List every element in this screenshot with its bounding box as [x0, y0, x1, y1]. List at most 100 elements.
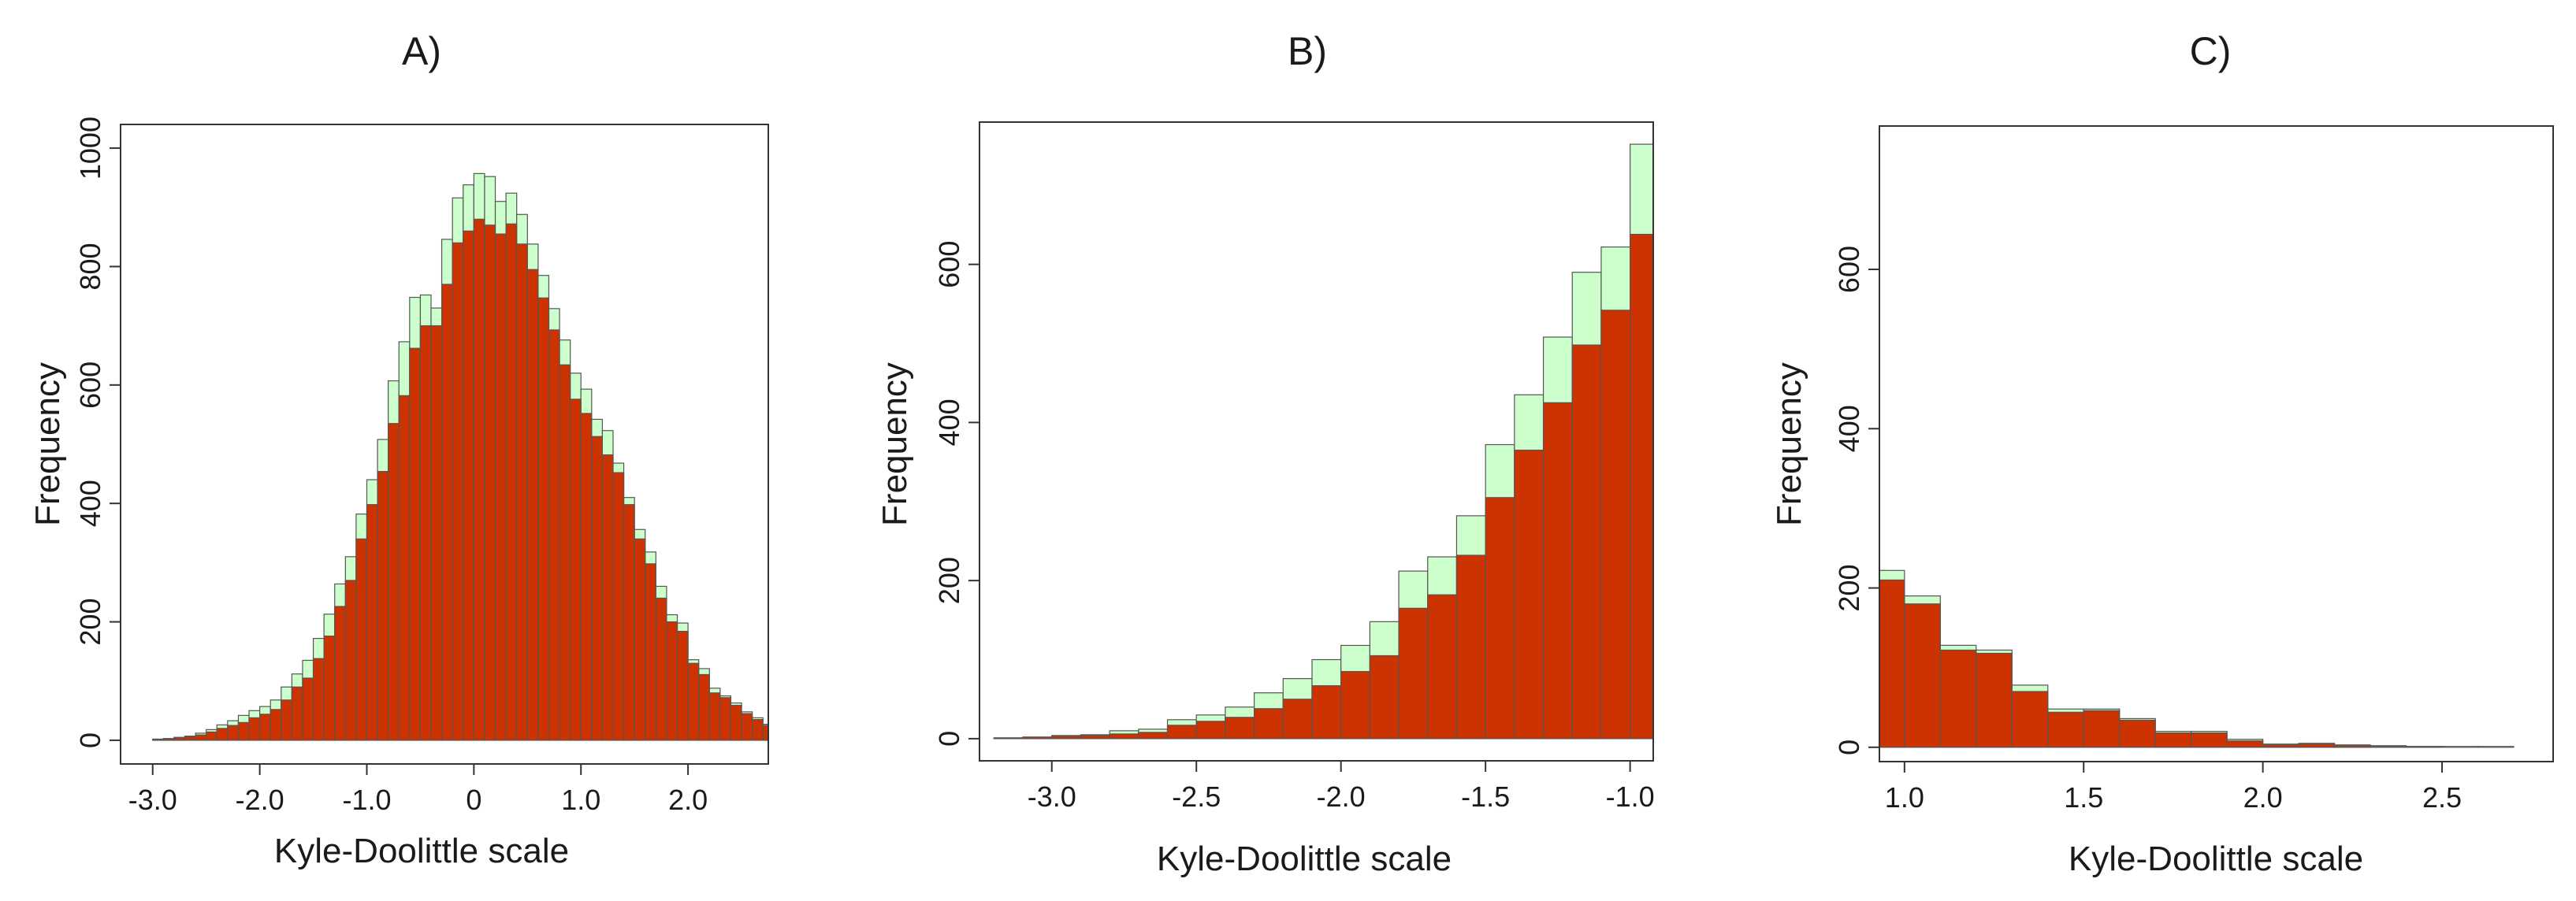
- panel-a-foreground-bar: [719, 697, 732, 741]
- panel-a-xtick-label: 0: [466, 784, 481, 816]
- panel-a: A) -3.0 -2.0 -1.0 0 1.0 2.002004006008001000 …: [28, 29, 838, 870]
- panel-c-plot-frame: [1879, 125, 2554, 762]
- panel-b-ytick-label: 0: [933, 731, 965, 747]
- panel-c-foreground-bar: [2011, 691, 2049, 748]
- panel-a-foreground-bar: [516, 243, 528, 741]
- panel-a-foreground-bar: [708, 692, 721, 741]
- panel-b-foreground-bar: [1514, 449, 1544, 740]
- panel-a-foreground-bar: [195, 734, 207, 741]
- panel-a-foreground-bar: [206, 731, 217, 741]
- panel-c-foreground-bar: [1904, 603, 1941, 748]
- panel-b-foreground-bar: [1340, 670, 1370, 740]
- panel-a-foreground-bar: [570, 399, 582, 741]
- panel-a-background-bar: [827, 739, 838, 740]
- panel-a-foreground-bar: [259, 714, 271, 741]
- panel-a-foreground-bar: [409, 347, 422, 741]
- panel-a-ylabel: Frequency: [28, 362, 67, 526]
- panel-a-ytick-label: 200: [74, 599, 106, 646]
- panel-b-foreground-bar: [1630, 233, 1653, 740]
- panel-a-foreground-bar: [473, 218, 485, 741]
- panel-a-foreground-bar: [344, 580, 357, 741]
- panel-a-foreground-bar: [537, 297, 550, 741]
- panel-b-foreground-bar: [1109, 733, 1139, 740]
- panel-a-foreground-bar: [388, 423, 400, 741]
- panel-a-foreground-bar: [634, 538, 646, 741]
- panel-a-foreground-bar: [281, 699, 292, 741]
- panel-a-foreground-bar: [623, 504, 635, 741]
- panel-a-foreground-bar: [580, 413, 593, 741]
- panel-c-foreground-bar: [2119, 719, 2156, 748]
- panel-a-axes: -3.0 -2.0 -1.0 0 1.0 2.0 0 200 400 600 800 1000: [74, 117, 708, 816]
- panel-a-foreground-bar: [216, 728, 229, 741]
- panel-b-foreground-bar: [1080, 735, 1110, 740]
- panel-b-foreground-bar: [1542, 402, 1573, 740]
- panel-a-foreground-bar: [398, 395, 411, 741]
- panel-b-foreground-bar: [1571, 344, 1602, 740]
- panel-a-foreground-bar: [505, 223, 518, 741]
- panel-c-foreground-bar: [1879, 579, 1905, 748]
- panel-a-foreground-bar: [312, 658, 325, 741]
- panel-a-foreground-bar: [484, 224, 496, 741]
- panel-c-xlabel: Kyle-Doolittle scale: [2069, 840, 2363, 878]
- panel-a-foreground-bar: [645, 563, 656, 741]
- panel-a-xtick-label: -2.0: [236, 784, 284, 816]
- panel-c-foreground-bar: [2333, 745, 2371, 748]
- panel-b-xtick-label: -2.0: [1317, 780, 1366, 813]
- panel-b-xlabel: Kyle-Doolittle scale: [1157, 840, 1452, 878]
- panel-a-plot-frame: [120, 124, 769, 765]
- panel-a-label: A): [402, 29, 441, 73]
- panel-b-foreground-bar: [1138, 732, 1169, 740]
- panel-b-ytick-label: 200: [933, 557, 965, 604]
- panel-c-foreground-bar: [1976, 652, 2013, 748]
- panel-c-foreground-bar: [2154, 732, 2192, 748]
- panel-b-xtick-label: -1.0: [1606, 780, 1655, 813]
- panel-a-foreground-bar: [355, 538, 368, 741]
- panel-a-foreground-bar: [269, 709, 282, 741]
- panel-a-foreground-bar: [377, 470, 389, 741]
- panel-c-xtick-label: 2.5: [2422, 781, 2462, 814]
- panel-c-xtick-label: 2.0: [2243, 781, 2283, 814]
- panel-a-foreground-bar: [302, 677, 314, 741]
- panel-a-xlabel: Kyle-Doolittle scale: [274, 832, 569, 870]
- panel-a-ytick-label: 400: [74, 480, 106, 527]
- panel-a-foreground-bar: [816, 739, 827, 740]
- panel-a-foreground-bar: [591, 436, 604, 741]
- panel-a-foreground-bar: [601, 454, 614, 741]
- panel-b-foreground-bar: [1225, 717, 1255, 740]
- panel-b-bars: [993, 143, 1653, 740]
- panel-a-foreground-bar: [430, 325, 443, 741]
- panel-b-ytick-label: 600: [933, 241, 965, 288]
- panel-a-foreground-bar: [184, 736, 196, 741]
- panel-a-background-bar: [784, 733, 795, 740]
- panel-b-foreground-bar: [1369, 654, 1400, 740]
- panel-a-foreground-bar: [655, 597, 667, 741]
- panel-b-foreground-bar: [1485, 497, 1515, 740]
- panel-a-foreground-bar: [612, 472, 625, 741]
- panel-a-foreground-bar: [784, 734, 795, 740]
- panel-b-foreground-bar: [1398, 607, 1429, 740]
- panel-b-xtick-label: -1.5: [1461, 780, 1510, 813]
- panel-c-foreground-bar: [2083, 710, 2121, 748]
- panel-a-foreground-bar: [698, 673, 710, 741]
- panel-a-bars: [152, 172, 838, 741]
- panel-a-background-bar: [774, 729, 785, 740]
- panel-a-xtick-label: -3.0: [128, 784, 177, 816]
- panel-b: B) -3.0 -2.5 -2.0 -1.5 -1.0 0 200 400 600 Freque…: [875, 29, 1655, 878]
- panel-a-ytick-label: 600: [74, 362, 106, 409]
- panel-c-ytick-label: 400: [1833, 405, 1865, 452]
- panel-c-xtick-label: 1.0: [1885, 781, 1924, 814]
- panel-a-background-bar: [816, 739, 827, 740]
- panel-b-ylabel: Frequency: [875, 362, 914, 526]
- panel-b-foreground-bar: [1195, 721, 1226, 740]
- panel-a-background-bar: [795, 736, 806, 740]
- panel-b-foreground-bar: [1254, 708, 1284, 740]
- panel-a-foreground-bar: [774, 730, 785, 740]
- panel-b-foreground-bar: [1282, 699, 1313, 740]
- panel-b-foreground-bar: [993, 737, 1024, 740]
- panel-b-ytick-label: 400: [933, 399, 965, 446]
- panel-c-foreground-bar: [2262, 744, 2299, 748]
- panel-a-foreground-bar: [227, 725, 240, 741]
- panel-c: C) 1.0 1.5 2.0 2.5 0 200 400 600 Frequency Kyle…: [1770, 29, 2554, 878]
- panel-b-foreground-bar: [1311, 685, 1342, 740]
